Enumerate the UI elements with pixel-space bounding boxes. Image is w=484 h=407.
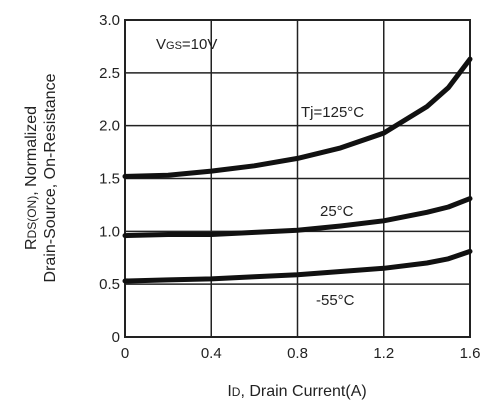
x-tick-label: 1.2 xyxy=(373,345,394,362)
series-curve xyxy=(122,196,473,239)
series-label-125c: Tj=125°C xyxy=(301,104,364,121)
y-tick-label: 0 xyxy=(112,329,120,346)
y-axis-label-line2: Drain-Source, On-Resistance xyxy=(42,73,59,282)
y-tick-label: 2.5 xyxy=(99,65,120,82)
x-tick-label: 0.4 xyxy=(201,345,222,362)
y-axis-label-line1: RDS(ON), Normalized xyxy=(23,106,40,250)
y-tick-label: 1.5 xyxy=(99,171,120,188)
series-label-25c: 25°C xyxy=(320,203,354,220)
curves xyxy=(122,56,473,284)
condition-label: VGS=10V xyxy=(156,36,217,53)
y-tick-label: 0.5 xyxy=(99,276,120,293)
y-tick-label: 3.0 xyxy=(99,12,120,29)
y-tick-label: 1.0 xyxy=(99,223,120,240)
y-tick-label: 2.0 xyxy=(99,118,120,135)
y-tick-labels: 0 0.5 1.0 1.5 2.0 2.5 3.0 xyxy=(99,12,120,346)
grid xyxy=(124,19,471,338)
series-curve xyxy=(122,56,473,179)
x-tick-labels: 0 0.4 0.8 1.2 1.6 xyxy=(121,345,481,362)
series-curve xyxy=(122,248,473,284)
series-label-minus55c: -55°C xyxy=(316,292,355,309)
x-tick-label: 0.8 xyxy=(287,345,308,362)
x-axis-label: ID, Drain Current(A) xyxy=(227,383,366,400)
x-tick-label: 0 xyxy=(121,345,129,362)
x-tick-label: 1.6 xyxy=(460,345,481,362)
